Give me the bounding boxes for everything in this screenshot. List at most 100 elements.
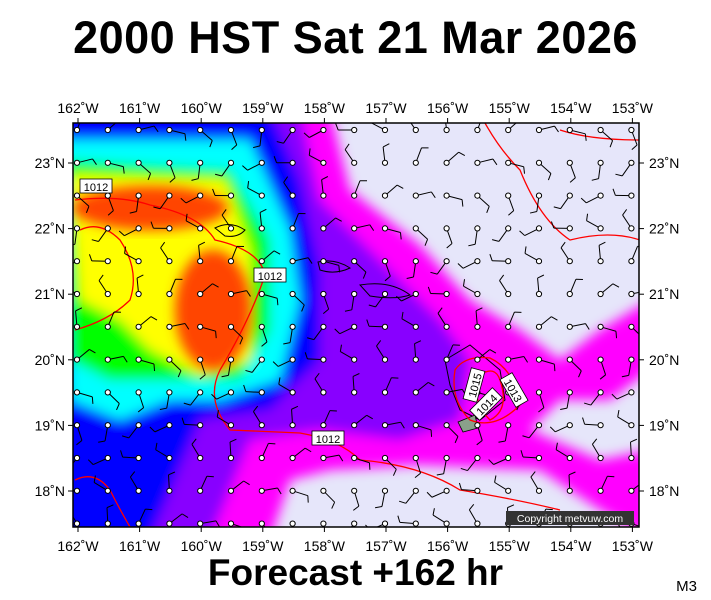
lat-tick-label-right: 23˚N <box>649 155 679 171</box>
wind-barb <box>597 241 606 265</box>
wind-barb <box>197 520 220 527</box>
wind-barb <box>344 143 358 166</box>
lon-tick-label-bottom: 154˚W <box>550 538 592 554</box>
lat-tick-label-left: 23˚N <box>35 155 65 171</box>
wind-barb <box>166 471 176 494</box>
wind-barb <box>88 254 111 265</box>
lon-tick-label-top: 156˚W <box>427 100 469 116</box>
wind-barb <box>597 283 620 298</box>
isobar-labels: 1012 1012 1012 1015 1014 1013 <box>79 178 529 446</box>
lat-tick-label-right: 22˚N <box>649 221 679 237</box>
wind-barb <box>580 192 604 204</box>
lat-tick-label-right: 18˚N <box>649 483 679 499</box>
wind-barb <box>426 487 450 498</box>
wind-barb <box>457 258 481 269</box>
wind-barb <box>289 290 305 312</box>
wind-barb <box>412 381 435 396</box>
wind-barb <box>489 254 512 265</box>
lon-tick-label-top: 159˚W <box>242 100 284 116</box>
wind-barb <box>535 125 559 134</box>
wind-barb <box>197 126 213 148</box>
wind-barb <box>597 356 607 380</box>
wind-barb <box>566 278 583 298</box>
lat-tick-label-left: 22˚N <box>35 221 65 237</box>
wind-barb <box>494 475 512 494</box>
isobar-label: 1012 <box>258 271 282 283</box>
wind-barb <box>566 356 582 378</box>
wind-barb <box>211 389 235 400</box>
wind-barb <box>104 389 120 411</box>
wind-barb <box>166 126 187 141</box>
wind-barb <box>351 258 367 279</box>
wind-barb <box>258 208 267 232</box>
wind-barb <box>227 245 244 265</box>
wind-barb <box>197 283 219 298</box>
wind-barb <box>474 192 490 214</box>
wind-barb <box>339 344 358 363</box>
wind-barb <box>258 323 268 347</box>
wind-barb <box>406 258 419 280</box>
lon-tick-label-top: 158˚W <box>304 100 346 116</box>
wind-barb <box>227 290 251 298</box>
wind-barb <box>245 356 265 373</box>
wind-barb <box>412 422 433 437</box>
lon-tick-label-bottom: 162˚W <box>57 538 99 554</box>
wind-barb <box>474 123 481 134</box>
wind-barb <box>73 192 90 213</box>
wind-barb <box>214 159 235 177</box>
wind-barb <box>412 191 436 199</box>
wind-barb <box>227 480 250 494</box>
lon-tick-label-bottom: 153˚W <box>612 538 654 554</box>
wind-barb <box>617 409 635 429</box>
wind-barb <box>242 159 265 171</box>
wind-barb <box>155 442 173 462</box>
wind-barb <box>412 225 429 246</box>
wind-barb <box>430 258 450 275</box>
wind-barb <box>73 290 81 298</box>
lon-tick-label-bottom: 161˚W <box>119 538 161 554</box>
wind-barb <box>436 454 450 476</box>
wind-barb <box>304 352 327 363</box>
wind-barb <box>597 323 618 339</box>
wind-barb <box>289 257 313 265</box>
wind-barb <box>258 290 279 306</box>
wind-barb <box>212 188 235 199</box>
isobar-label: 1012 <box>316 434 340 446</box>
wind-barb <box>135 125 159 134</box>
lon-tick-label-bottom: 157˚W <box>365 538 407 554</box>
wind-barb <box>535 316 558 330</box>
wind-barb <box>334 323 358 335</box>
wind-barb <box>381 454 397 476</box>
wind-barb <box>289 520 296 527</box>
wind-barb <box>104 123 117 134</box>
wind-barb <box>73 225 81 246</box>
wind-barb <box>87 454 111 466</box>
wind-barb <box>443 151 466 166</box>
wind-barb <box>73 158 97 166</box>
wind-barb <box>555 442 573 462</box>
wind-barb <box>216 410 235 429</box>
wind-barb <box>351 180 368 199</box>
wind-barb <box>320 217 342 232</box>
wind-barb <box>491 225 512 242</box>
lat-tick-label-left: 18˚N <box>35 483 65 499</box>
wind-barb <box>221 356 235 378</box>
wind-barb <box>505 311 522 330</box>
wind-barb <box>160 241 173 265</box>
wind-barb <box>120 450 142 462</box>
wind-barb <box>520 450 543 462</box>
wind-barb <box>129 471 142 494</box>
wind-barb <box>522 422 543 439</box>
wind-barb <box>185 213 204 232</box>
precip-core-north <box>73 186 228 230</box>
wind-barb <box>535 159 552 181</box>
wind-barb <box>397 515 419 527</box>
wind-barb <box>368 290 389 308</box>
wind-barb <box>272 356 296 367</box>
wind-barb <box>183 389 204 406</box>
wind-barb <box>351 373 360 396</box>
isobar-label: 1012 <box>84 182 108 194</box>
wind-barb <box>135 159 152 181</box>
wind-barb <box>104 159 125 174</box>
lon-tick-label-top: 160˚W <box>181 100 223 116</box>
